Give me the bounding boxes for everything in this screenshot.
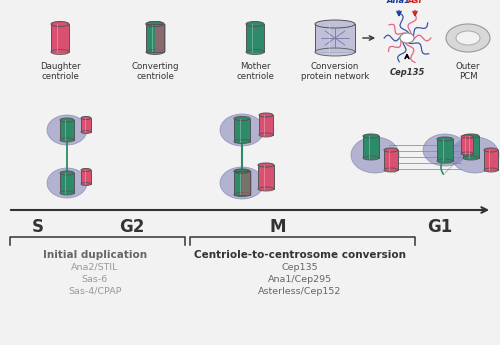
Ellipse shape xyxy=(81,117,91,119)
Text: Converting
centriole: Converting centriole xyxy=(131,62,179,81)
Ellipse shape xyxy=(246,49,264,55)
Bar xyxy=(234,118,250,141)
Bar xyxy=(234,171,250,195)
Ellipse shape xyxy=(384,168,398,172)
Ellipse shape xyxy=(351,137,399,173)
Ellipse shape xyxy=(258,163,274,167)
Bar xyxy=(437,139,453,161)
Bar xyxy=(60,120,74,140)
Bar xyxy=(484,150,498,170)
Bar xyxy=(363,136,379,158)
Bar xyxy=(384,150,398,170)
Bar xyxy=(81,118,91,132)
Bar xyxy=(81,170,91,184)
Text: Asl: Asl xyxy=(408,0,422,5)
Bar xyxy=(155,24,166,52)
Ellipse shape xyxy=(363,156,379,160)
Ellipse shape xyxy=(220,167,264,199)
Ellipse shape xyxy=(81,168,91,171)
Ellipse shape xyxy=(60,138,74,142)
Text: Centriole-to-centrosome conversion: Centriole-to-centrosome conversion xyxy=(194,250,406,260)
Ellipse shape xyxy=(246,21,264,27)
Ellipse shape xyxy=(461,152,473,155)
Ellipse shape xyxy=(456,31,480,45)
Bar xyxy=(259,115,273,135)
Text: Conversion
protein network: Conversion protein network xyxy=(301,62,369,81)
Ellipse shape xyxy=(60,171,74,175)
Ellipse shape xyxy=(259,113,273,117)
Text: Mother
centriole: Mother centriole xyxy=(236,62,274,81)
Ellipse shape xyxy=(220,114,264,146)
Text: Outer
PCM: Outer PCM xyxy=(456,62,480,81)
Bar xyxy=(60,173,74,193)
Ellipse shape xyxy=(51,49,69,55)
Bar xyxy=(51,24,69,52)
Ellipse shape xyxy=(363,134,379,138)
Text: G2: G2 xyxy=(120,218,144,236)
Ellipse shape xyxy=(437,159,453,163)
Ellipse shape xyxy=(259,133,273,137)
Text: Ana2/STIL: Ana2/STIL xyxy=(72,263,118,272)
Ellipse shape xyxy=(315,48,355,56)
Bar xyxy=(315,24,355,52)
Ellipse shape xyxy=(315,20,355,28)
Ellipse shape xyxy=(60,191,74,195)
Ellipse shape xyxy=(451,137,499,173)
Ellipse shape xyxy=(81,130,91,134)
Text: Ana1/Cep295: Ana1/Cep295 xyxy=(268,275,332,284)
Ellipse shape xyxy=(437,137,453,141)
Text: Ana1: Ana1 xyxy=(387,0,411,5)
Ellipse shape xyxy=(60,118,74,122)
Bar xyxy=(246,24,264,52)
Bar xyxy=(146,24,164,52)
Ellipse shape xyxy=(423,134,467,166)
Text: M: M xyxy=(270,218,286,236)
Ellipse shape xyxy=(47,115,87,145)
Bar xyxy=(461,137,473,154)
Ellipse shape xyxy=(234,117,250,120)
Bar xyxy=(242,171,252,195)
Ellipse shape xyxy=(461,135,473,138)
Ellipse shape xyxy=(463,156,479,160)
Bar xyxy=(234,171,250,195)
Ellipse shape xyxy=(234,169,250,174)
Ellipse shape xyxy=(51,21,69,27)
Text: Daughter
centriole: Daughter centriole xyxy=(40,62,80,81)
Ellipse shape xyxy=(400,33,414,43)
Ellipse shape xyxy=(81,183,91,186)
Ellipse shape xyxy=(384,148,398,152)
Ellipse shape xyxy=(146,21,164,27)
Text: Cep135: Cep135 xyxy=(390,68,424,77)
Text: Cep135: Cep135 xyxy=(282,263,319,272)
Text: Sas-4/CPAP: Sas-4/CPAP xyxy=(68,287,122,296)
Text: Initial duplication: Initial duplication xyxy=(43,250,147,260)
Bar xyxy=(146,24,164,52)
Ellipse shape xyxy=(463,134,479,138)
Text: Sas-6: Sas-6 xyxy=(82,275,108,284)
Text: G1: G1 xyxy=(428,218,452,236)
Text: Asterless/Cep152: Asterless/Cep152 xyxy=(258,287,342,296)
Text: S: S xyxy=(32,218,44,236)
Ellipse shape xyxy=(47,168,87,198)
Ellipse shape xyxy=(234,139,250,144)
Bar xyxy=(258,165,274,189)
Ellipse shape xyxy=(234,193,250,197)
Ellipse shape xyxy=(484,148,498,152)
Bar xyxy=(463,136,479,158)
Ellipse shape xyxy=(146,49,164,55)
Ellipse shape xyxy=(484,168,498,172)
Ellipse shape xyxy=(258,187,274,191)
Ellipse shape xyxy=(446,24,490,52)
